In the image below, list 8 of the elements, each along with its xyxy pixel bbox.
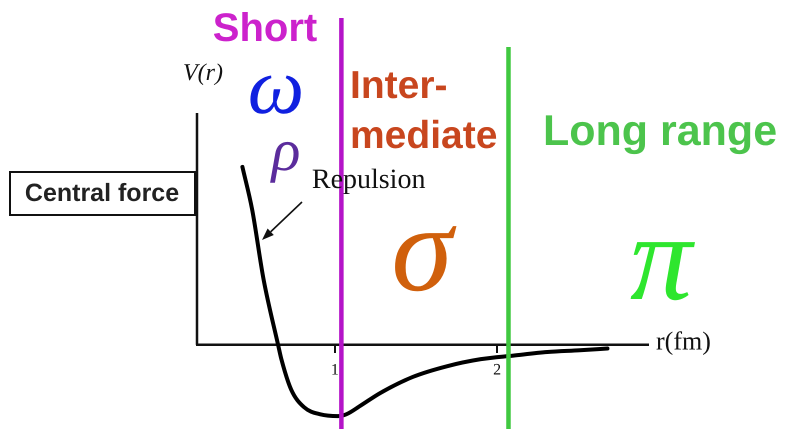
text: Long range	[543, 107, 778, 155]
annotation: π	[630, 189, 695, 326]
y-axis-title: V(r)	[183, 60, 223, 86]
x-axis-title: r(fm)	[656, 326, 711, 356]
x-tick-label: 1	[330, 362, 339, 379]
text: Central force	[24, 178, 180, 207]
text: Inter-mediate	[350, 64, 498, 157]
x-tick-label: 2	[493, 362, 502, 379]
